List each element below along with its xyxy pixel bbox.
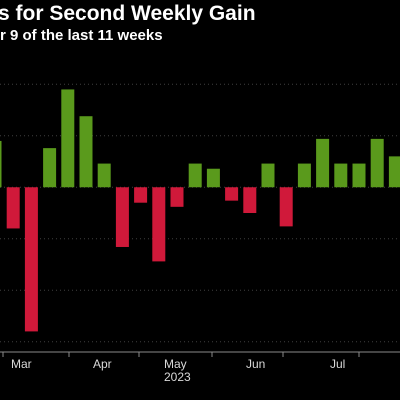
x-tick-label-mar: Mar: [11, 357, 32, 371]
bar-3: [43, 148, 57, 188]
bar-5: [79, 116, 93, 188]
x-tick-label-may: May: [164, 357, 187, 371]
bar-9: [152, 187, 166, 262]
bar-19: [334, 163, 348, 188]
bar-12: [206, 168, 220, 188]
x-year-label: 2023: [164, 370, 191, 384]
bar-8: [134, 187, 148, 203]
bar-4: [61, 89, 75, 188]
bar-2: [24, 187, 38, 332]
bar-7: [115, 187, 129, 247]
x-tick-label-apr: Apr: [93, 357, 112, 371]
bar-20: [352, 163, 366, 188]
gridlines: [0, 83, 400, 353]
chart-title: s for Second Weekly Gain: [0, 2, 256, 25]
bar-15: [261, 163, 275, 188]
bar-13: [225, 187, 239, 201]
x-tick-label-jun: Jun: [246, 357, 265, 371]
bar-1: [6, 187, 20, 229]
bar-22: [388, 156, 400, 188]
bar-16: [279, 187, 293, 227]
bar-18: [316, 138, 330, 188]
chart-subtitle: r 9 of the last 11 weeks: [0, 27, 163, 44]
bar-0: [0, 140, 2, 188]
x-tick-label-jul: Jul: [330, 357, 345, 371]
bar-11: [188, 163, 202, 188]
bar-6: [97, 163, 111, 188]
bar-10: [170, 187, 184, 207]
bars: [0, 89, 400, 332]
bar-17: [297, 163, 311, 188]
bar-21: [370, 138, 384, 188]
bar-14: [243, 187, 257, 213]
x-axis: Mar Apr May Jun Jul 2023: [2, 352, 360, 384]
